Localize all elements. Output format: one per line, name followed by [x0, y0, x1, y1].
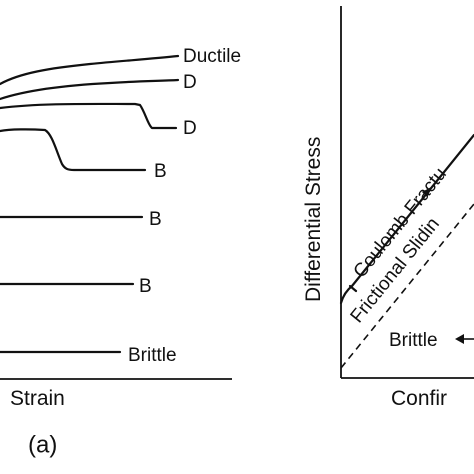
curve-label-b-2: B: [149, 209, 162, 230]
curve-label-brittle: Brittle: [128, 345, 177, 366]
curve-d-2: [0, 102, 178, 130]
curve-label-d-2: D: [183, 118, 197, 139]
coulomb-arrow-icon: [422, 186, 433, 197]
left-panel: Ductile D D B B B Brittle Strain (a): [0, 46, 241, 459]
curve-label-b-3: B: [139, 276, 152, 297]
right-x-axis-label: Confir: [391, 387, 447, 410]
curve-label-b-1: B: [154, 161, 167, 182]
curve-label-d-1: D: [183, 72, 197, 93]
curve-ductile: [0, 54, 180, 86]
coulomb-tick: [348, 284, 358, 293]
right-y-axis-label: Differential Stress: [302, 137, 325, 302]
curve-d-1: [0, 78, 180, 101]
curve-label-ductile: Ductile: [183, 46, 241, 67]
coulomb-fracture-line: [339, 133, 474, 305]
left-x-axis-label: Strain: [10, 387, 65, 410]
brittle-arrow-icon: [455, 334, 464, 344]
right-panel: Differential Stress Coulomb Fractu Frict…: [302, 6, 474, 410]
curve-b-1: [0, 128, 147, 172]
panel-tag-a: (a): [28, 432, 57, 459]
brittle-region-label: Brittle: [389, 330, 438, 351]
